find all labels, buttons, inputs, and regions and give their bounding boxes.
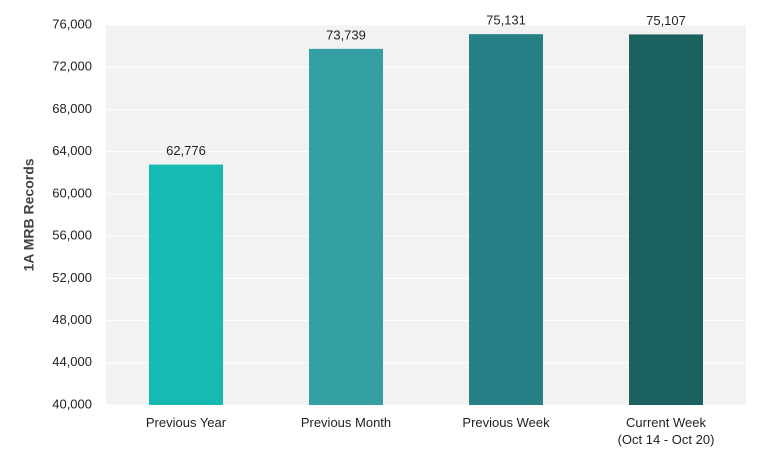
y-tick-label: 44,000 bbox=[52, 354, 92, 369]
bar bbox=[469, 34, 543, 405]
value-label: 75,131 bbox=[486, 13, 526, 28]
value-label: 73,739 bbox=[326, 27, 366, 42]
y-tick-label: 48,000 bbox=[52, 312, 92, 327]
x-tick-label: Previous Year bbox=[145, 415, 227, 430]
x-tick-label: Previous Week bbox=[462, 415, 550, 430]
y-tick-label: 64,000 bbox=[52, 143, 92, 158]
y-tick-label: 52,000 bbox=[52, 270, 92, 285]
y-axis-label: 1A MRB Records bbox=[21, 158, 37, 271]
value-label: 75,107 bbox=[646, 13, 686, 28]
bar bbox=[149, 164, 223, 405]
bar bbox=[629, 34, 703, 405]
value-label: 62,776 bbox=[166, 143, 206, 158]
x-tick-label: Current Week (Oct 14 - Oct 20) bbox=[617, 415, 715, 447]
y-tick-label: 76,000 bbox=[52, 16, 92, 31]
y-tick-label: 68,000 bbox=[52, 101, 92, 116]
y-tick-label: 56,000 bbox=[52, 228, 92, 243]
x-tick-label: Previous Month bbox=[300, 415, 392, 430]
bar bbox=[309, 48, 383, 405]
y-tick-label: 72,000 bbox=[52, 59, 92, 74]
y-tick-label: 40,000 bbox=[52, 396, 92, 411]
y-tick-label: 60,000 bbox=[52, 185, 92, 200]
